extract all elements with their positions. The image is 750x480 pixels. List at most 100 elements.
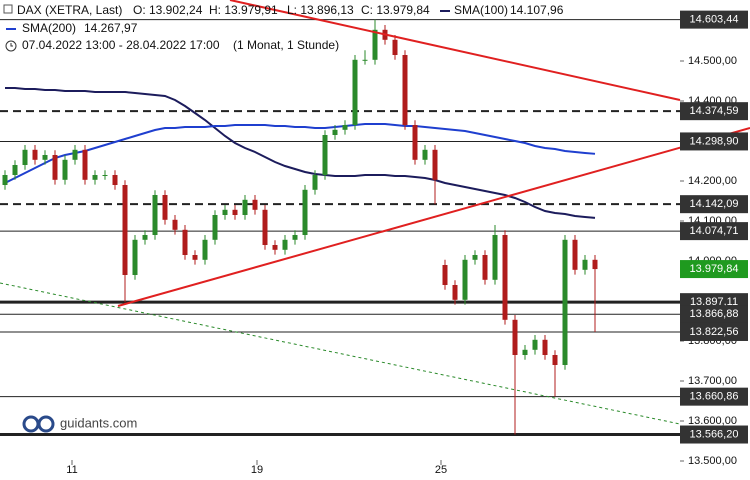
plot-area: 14.600,0014.500,0014.400,0014.300,0014.2… xyxy=(0,15,737,476)
candle-body xyxy=(262,209,268,245)
candle-body xyxy=(562,239,568,365)
candle-body xyxy=(142,235,148,240)
candle-body xyxy=(252,199,258,210)
y-tick-label: 14.200,00 xyxy=(688,175,737,187)
high: H: 13.979,91 xyxy=(209,3,278,17)
trend-line xyxy=(117,127,750,307)
candle-body xyxy=(402,55,408,125)
candle-body xyxy=(22,149,28,165)
candle-body xyxy=(492,235,498,280)
period: 07.04.2022 13:00 - 28.04.2022 17:00 xyxy=(22,38,220,52)
candle-body xyxy=(512,319,518,355)
logo xyxy=(37,415,55,433)
candle-body xyxy=(72,149,78,160)
candle-body xyxy=(372,29,378,60)
candle-body xyxy=(212,215,218,240)
y-tick-label: 13.600,00 xyxy=(688,415,737,427)
candle-body xyxy=(222,209,228,215)
x-tick-label: 19 xyxy=(251,464,263,476)
level-label: 14.603,44 xyxy=(690,14,739,26)
candle-body xyxy=(172,219,178,230)
candle-body xyxy=(532,339,538,350)
candle-body xyxy=(202,239,208,260)
y-tick-label: 14.500,00 xyxy=(688,55,737,67)
candle-body xyxy=(422,149,428,160)
level-box xyxy=(680,387,748,406)
candle-body xyxy=(592,259,598,270)
clock-icon xyxy=(5,40,17,52)
candle-body xyxy=(442,265,448,285)
candle-body xyxy=(542,339,548,355)
instrument: DAX (XETRA, Last) xyxy=(17,3,122,17)
candle-body xyxy=(392,39,398,55)
collapse-icon[interactable] xyxy=(3,4,13,14)
level-label: 13.566,20 xyxy=(690,428,739,440)
candle-body xyxy=(242,199,248,215)
level-box xyxy=(680,195,748,214)
header: DAX (XETRA, Last) O: 13.902,24 H: 13.979… xyxy=(3,3,564,52)
level-label: 13.822,56 xyxy=(690,326,739,338)
candle-body xyxy=(362,59,368,61)
level-box xyxy=(680,102,748,121)
candle-body xyxy=(502,235,508,320)
candle-body xyxy=(122,185,128,275)
sma-line xyxy=(4,123,596,184)
candle-body xyxy=(12,165,18,175)
level-box xyxy=(680,10,748,29)
candle-body xyxy=(52,155,58,180)
level-label: 14.074,71 xyxy=(690,225,739,237)
candle-body xyxy=(232,209,238,215)
x-tick-label: 25 xyxy=(435,464,447,476)
candle-body xyxy=(152,195,158,235)
candle-body xyxy=(522,349,528,355)
close: C: 13.979,84 xyxy=(361,3,430,17)
candle-body xyxy=(132,239,138,275)
candle-body xyxy=(92,175,98,180)
candle-body xyxy=(32,149,38,160)
level-box xyxy=(680,305,748,324)
level-label: 13.866,88 xyxy=(690,308,739,320)
logo xyxy=(22,415,40,433)
candle-body xyxy=(42,155,48,160)
candle-body xyxy=(412,125,418,160)
candle-body xyxy=(472,255,478,260)
range: (1 Monat, 1 Stunde) xyxy=(233,38,339,52)
candle-body xyxy=(462,259,468,300)
candle-body xyxy=(2,175,8,185)
level-box xyxy=(680,322,748,341)
y-tick-label: 13.500,00 xyxy=(688,455,737,467)
level-label: 13.979,84 xyxy=(690,263,739,275)
level-label: 14.298,90 xyxy=(690,135,739,147)
low: L: 13.896,13 xyxy=(287,3,354,17)
candle-body xyxy=(62,159,68,180)
x-tick-label: 11 xyxy=(66,464,77,476)
level-label: 14.142,09 xyxy=(690,198,739,210)
candle-body xyxy=(312,175,318,190)
candle-body xyxy=(332,129,338,135)
sma-line xyxy=(5,87,596,219)
legend-value: 14.267,97 xyxy=(84,21,138,35)
legend-value: 14.107,96 xyxy=(510,3,564,17)
level-box xyxy=(680,222,748,241)
candle-body xyxy=(162,195,168,220)
trend-line xyxy=(229,0,681,101)
candle-body xyxy=(582,259,588,270)
candle-body xyxy=(282,239,288,250)
legend-name: SMA(200) xyxy=(22,21,76,35)
plot-overlay: 14.603,44 14.374,59 14.298,90 14.142,09 14.0… xyxy=(680,10,748,444)
candle-body xyxy=(482,255,488,280)
candle-body xyxy=(192,255,198,260)
candle-body xyxy=(352,59,358,125)
candle-body xyxy=(432,149,438,180)
candle-body xyxy=(342,125,348,130)
candle-body xyxy=(302,189,308,235)
candle-body xyxy=(182,229,188,255)
candle-body xyxy=(292,235,298,240)
level-box xyxy=(680,425,748,444)
candle-body xyxy=(452,285,458,300)
clock-icon xyxy=(10,43,13,47)
candle-body xyxy=(552,355,558,365)
level-label: 13.660,86 xyxy=(690,391,739,403)
level-label: 13.897,11 xyxy=(690,296,738,308)
